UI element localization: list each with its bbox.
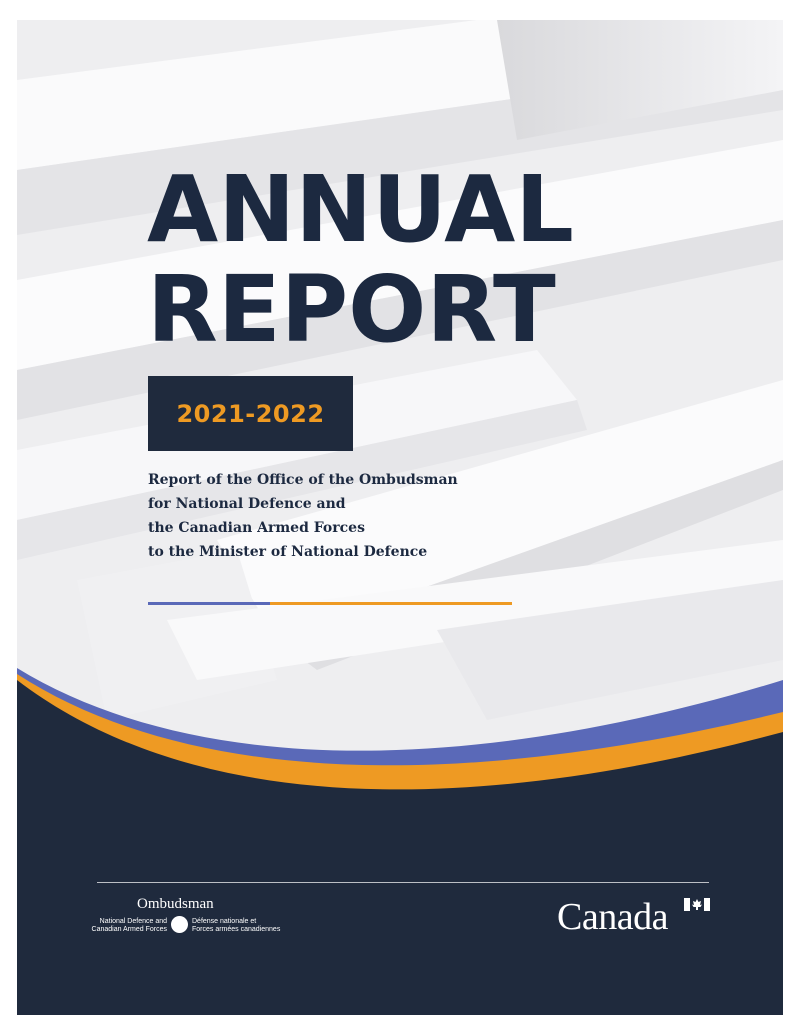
title-line-annual: ANNUAL xyxy=(147,156,574,263)
year-text: 2021-2022 xyxy=(176,399,325,428)
ombudsman-fr-line-2: Forces armées canadiennes xyxy=(192,926,281,933)
report-subtitle: Report of the Office of the Ombudsman fo… xyxy=(148,468,568,564)
footer-rule xyxy=(97,882,709,883)
subtitle-line-2: for National Defence and xyxy=(148,496,346,512)
ombudsman-wordmark: Ombudsman xyxy=(137,896,214,912)
canada-flag-icon xyxy=(684,898,710,911)
ombudsman-circle-icon xyxy=(171,916,188,933)
year-badge: 2021-2022 xyxy=(148,376,353,451)
accent-divider xyxy=(148,602,512,605)
subtitle-line-3: the Canadian Armed Forces xyxy=(148,520,365,536)
cover-background-art xyxy=(17,20,783,1015)
ombudsman-logo: Ombudsman National Defence and Canadian … xyxy=(85,896,280,946)
ombudsman-fr-line-1: Défense nationale et xyxy=(192,918,257,925)
subtitle-line-1: Report of the Office of the Ombudsman xyxy=(148,472,458,488)
ombudsman-en-line-2: Canadian Armed Forces xyxy=(91,926,167,933)
report-title: ANNUAL REPORT xyxy=(147,160,574,360)
canada-wordmark-text: Canada xyxy=(557,896,668,938)
ombudsman-french-name: Défense nationale et Forces armées canad… xyxy=(192,918,282,934)
ombudsman-english-name: National Defence and Canadian Armed Forc… xyxy=(85,918,167,934)
subtitle-line-4: to the Minister of National Defence xyxy=(148,544,428,560)
divider-blue-segment xyxy=(148,602,270,605)
title-line-report: REPORT xyxy=(147,256,556,363)
report-cover: ANNUAL REPORT 2021-2022 Report of the Of… xyxy=(17,20,783,1015)
canada-wordmark: Canada xyxy=(557,894,717,940)
ombudsman-en-line-1: National Defence and xyxy=(99,918,167,925)
divider-orange-segment xyxy=(270,602,512,605)
